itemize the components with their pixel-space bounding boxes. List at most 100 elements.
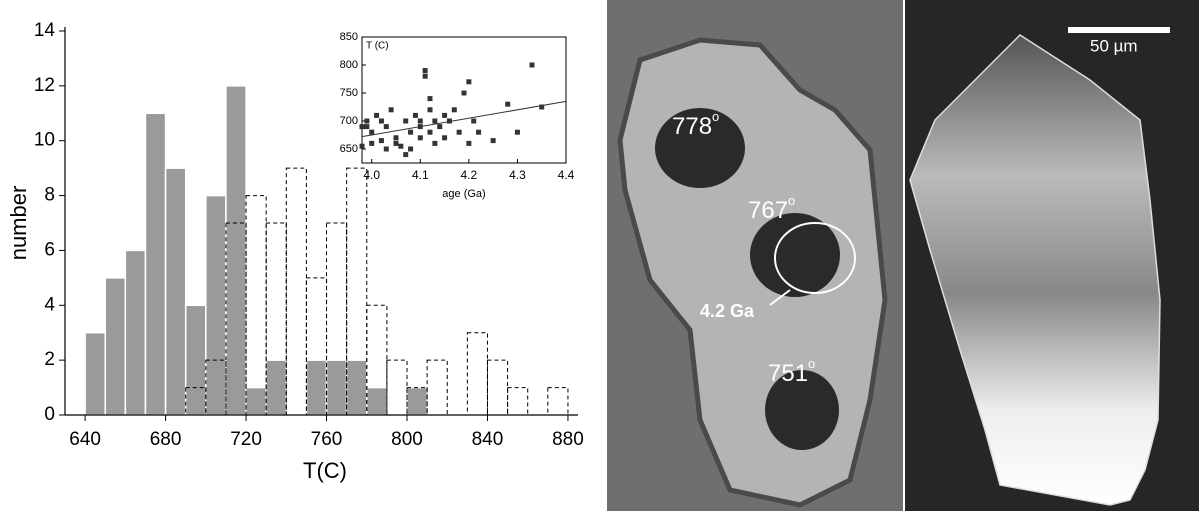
x-tick-label: 760	[311, 429, 343, 450]
point	[442, 135, 448, 141]
inset-frame	[361, 36, 567, 164]
bar	[265, 222, 287, 416]
y-tick-label: 14	[34, 20, 56, 41]
point	[374, 112, 380, 118]
point	[456, 129, 462, 135]
point	[505, 101, 511, 107]
point	[466, 79, 472, 85]
x-tick-label: 4.2	[461, 168, 478, 182]
point	[398, 143, 404, 149]
bar	[84, 331, 106, 416]
y-tick-label: 0	[44, 404, 55, 425]
point	[412, 112, 418, 118]
spot-label: 778o	[672, 109, 719, 140]
y-tick-label: 850	[340, 31, 358, 43]
point	[451, 107, 457, 113]
point	[383, 146, 389, 152]
fit-line	[361, 100, 567, 138]
point	[432, 118, 438, 124]
age-label: 4.2 Ga	[700, 301, 755, 321]
x-tick-label: 800	[391, 429, 423, 450]
point	[437, 124, 443, 130]
point	[383, 124, 389, 130]
photo-cl: 50 µm	[905, 0, 1199, 511]
point	[359, 124, 365, 130]
point	[466, 140, 472, 146]
point	[408, 129, 414, 135]
y-tick-label: 750	[340, 87, 358, 99]
y-tick-label: 10	[34, 130, 55, 151]
bar	[104, 277, 127, 416]
point	[422, 68, 428, 74]
bar	[366, 304, 388, 416]
bar	[346, 167, 368, 416]
inset-x-label: age (Ga)	[442, 188, 485, 200]
inset-bg	[362, 37, 566, 163]
bar	[366, 386, 388, 416]
point	[393, 140, 399, 146]
point	[427, 96, 433, 102]
bar	[326, 222, 348, 416]
bar	[124, 249, 147, 416]
point	[446, 118, 452, 124]
grain	[909, 34, 1161, 506]
bar	[406, 386, 428, 416]
x-axis-label: T(C)	[303, 458, 347, 483]
spot-label: 751o	[768, 356, 815, 387]
spot-label: 767o	[748, 193, 795, 224]
bar	[225, 222, 247, 416]
point	[393, 135, 399, 141]
point	[359, 143, 365, 149]
y-tick-label: 650	[340, 143, 358, 155]
bar	[164, 167, 187, 416]
bar	[144, 112, 167, 416]
point	[369, 129, 375, 135]
point	[539, 104, 545, 110]
point	[417, 135, 423, 141]
x-tick-label: 680	[150, 429, 182, 450]
point	[417, 124, 423, 130]
x-tick-label: 4.4	[558, 168, 575, 182]
point	[364, 118, 370, 124]
point	[378, 138, 384, 144]
y-tick-label: 4	[44, 294, 55, 315]
bar	[245, 386, 267, 416]
bar	[325, 359, 348, 416]
x-tick-label: 880	[552, 429, 584, 450]
scale-label: 50 µm	[1090, 36, 1138, 55]
point	[369, 140, 375, 146]
pointer	[769, 289, 791, 306]
pit	[655, 108, 745, 188]
y-tick-label: 8	[44, 185, 55, 206]
bar	[265, 359, 288, 416]
x-tick-label: 4.0	[363, 168, 380, 182]
y-tick-label: 700	[340, 115, 358, 127]
bar	[305, 277, 328, 416]
point	[427, 107, 433, 113]
photo-spots: 778o 767o 751o 4.2 Ga	[607, 0, 903, 511]
bar	[205, 194, 227, 416]
y-tick-label: 6	[44, 239, 55, 260]
x-tick-label: 720	[230, 429, 262, 450]
point	[364, 124, 370, 130]
pit	[765, 370, 839, 450]
point	[461, 90, 467, 96]
bar	[345, 359, 368, 416]
y-tick-label: 800	[340, 59, 358, 71]
point	[403, 152, 409, 158]
y-tick-label: 2	[44, 349, 55, 370]
x-tick-label: 640	[69, 429, 101, 450]
point	[403, 118, 409, 124]
point	[378, 118, 384, 124]
x-tick-label: 840	[472, 429, 504, 450]
point	[442, 112, 448, 118]
bar	[225, 85, 247, 416]
y-tick-label: 12	[34, 75, 55, 96]
point	[514, 129, 520, 135]
inset-y-label: T (C)	[366, 41, 389, 52]
point	[408, 146, 414, 152]
point	[490, 138, 496, 144]
bar	[245, 195, 267, 416]
point	[529, 62, 535, 68]
